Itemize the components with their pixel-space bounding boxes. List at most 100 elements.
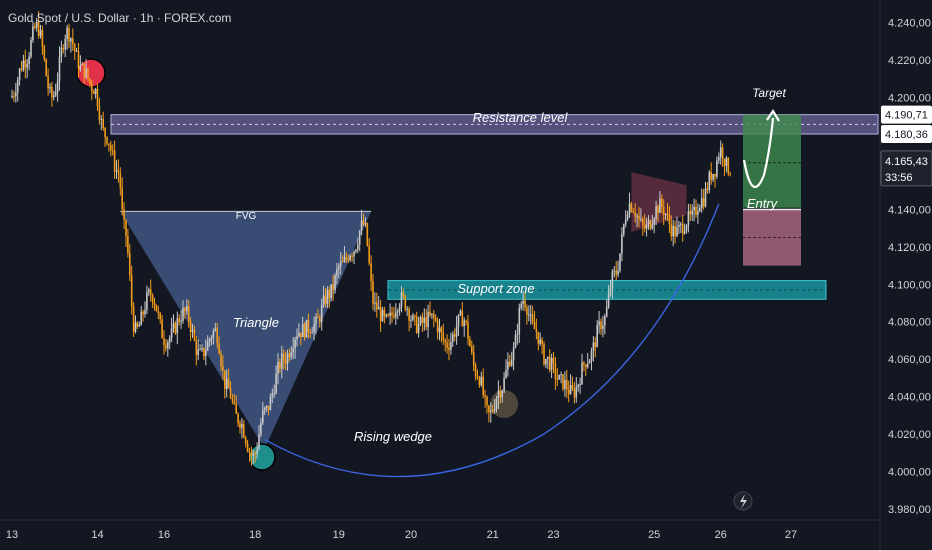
candle-body — [501, 391, 503, 398]
candle-body — [32, 26, 34, 41]
candle — [254, 450, 256, 463]
candle — [267, 405, 270, 416]
time-axis[interactable]: 13 14 16 18 19 20 21 23 25 26 27 — [0, 519, 880, 541]
lightning-icon[interactable] — [733, 491, 753, 511]
candle-body — [457, 314, 460, 327]
candle — [170, 317, 173, 343]
candle — [600, 318, 602, 335]
price-tick-label: 4.120,00 — [888, 242, 931, 254]
candle — [638, 207, 640, 228]
candle — [168, 335, 171, 350]
candle — [353, 250, 355, 264]
candle — [222, 355, 224, 381]
candle-body — [638, 215, 640, 220]
candle — [490, 402, 492, 423]
candle-body — [366, 223, 369, 246]
candle-body — [187, 306, 190, 322]
candle — [91, 80, 93, 101]
time-tick-label: 25 — [648, 529, 660, 541]
candle-body — [91, 83, 93, 92]
price-tick-label: 4.000,00 — [888, 466, 931, 478]
candle-body — [34, 26, 36, 28]
candle-body — [702, 198, 705, 207]
candle — [357, 237, 359, 254]
candle-body — [265, 405, 268, 408]
candle — [89, 77, 91, 88]
candle — [579, 377, 581, 394]
candle — [491, 404, 494, 414]
candle — [455, 315, 458, 345]
candle — [700, 188, 703, 213]
candle-body — [254, 453, 256, 455]
candle-body — [330, 284, 332, 298]
candle-body — [444, 340, 446, 343]
candle-body — [611, 271, 614, 289]
candle — [482, 368, 484, 399]
candle-body — [279, 362, 281, 369]
candle-body — [332, 284, 334, 290]
candle-body — [358, 230, 361, 245]
candle — [516, 323, 519, 345]
candle-body — [199, 349, 201, 351]
candle — [24, 49, 27, 79]
candle — [203, 347, 205, 361]
candle — [453, 328, 456, 342]
candle — [583, 360, 585, 372]
candle-body — [113, 150, 116, 172]
candle — [649, 219, 652, 231]
annotation-label: Rising wedge — [354, 429, 432, 444]
candle — [58, 46, 61, 91]
candle — [659, 191, 661, 213]
candle-body — [427, 311, 429, 328]
candle — [714, 173, 716, 188]
candle-body — [393, 315, 395, 318]
candle-body — [258, 434, 260, 450]
candle — [187, 299, 190, 328]
candle — [47, 68, 49, 96]
candle — [609, 279, 612, 297]
candle-body — [377, 307, 380, 310]
candle-body — [395, 312, 397, 318]
candle — [647, 215, 650, 230]
candle — [296, 328, 298, 347]
candle-body — [442, 332, 445, 341]
candle — [465, 319, 467, 326]
top-marker-circle[interactable] — [76, 58, 106, 88]
candle-body — [503, 378, 505, 392]
candle — [298, 323, 300, 338]
candle — [241, 417, 243, 439]
candle-body — [624, 219, 627, 225]
candle-body — [298, 332, 300, 337]
candle-body — [62, 47, 65, 50]
candle-body — [153, 302, 156, 305]
price-axis[interactable]: 4.240,00 4.220,00 4.200,00 4.140,00 4.120,00… — [879, 0, 932, 550]
candle — [531, 305, 534, 325]
candle-body — [129, 252, 131, 276]
candle — [233, 394, 236, 406]
candle — [66, 24, 68, 50]
candle-body — [157, 310, 160, 313]
candle — [537, 331, 540, 351]
chart-title: Gold Spot / U.S. Dollar · 1h · FOREX.com — [8, 11, 232, 25]
candle — [567, 380, 570, 403]
candle-body — [260, 422, 262, 435]
candle — [20, 61, 23, 72]
rising-wedge-curve[interactable] — [264, 203, 720, 478]
candle-body — [102, 118, 104, 128]
candle — [227, 368, 230, 389]
candle — [581, 353, 583, 385]
current-price-box[interactable] — [880, 150, 932, 187]
candle — [100, 115, 103, 131]
candle-body — [282, 353, 285, 361]
price-axis-bg — [880, 0, 932, 550]
candle — [51, 81, 53, 107]
candle-body — [469, 338, 471, 347]
candle — [585, 363, 587, 377]
candle — [216, 322, 218, 349]
stop-box[interactable] — [743, 209, 801, 266]
candle-body — [165, 344, 167, 349]
candle — [16, 76, 19, 102]
candle — [68, 23, 70, 49]
triangle-shape[interactable] — [120, 211, 372, 449]
